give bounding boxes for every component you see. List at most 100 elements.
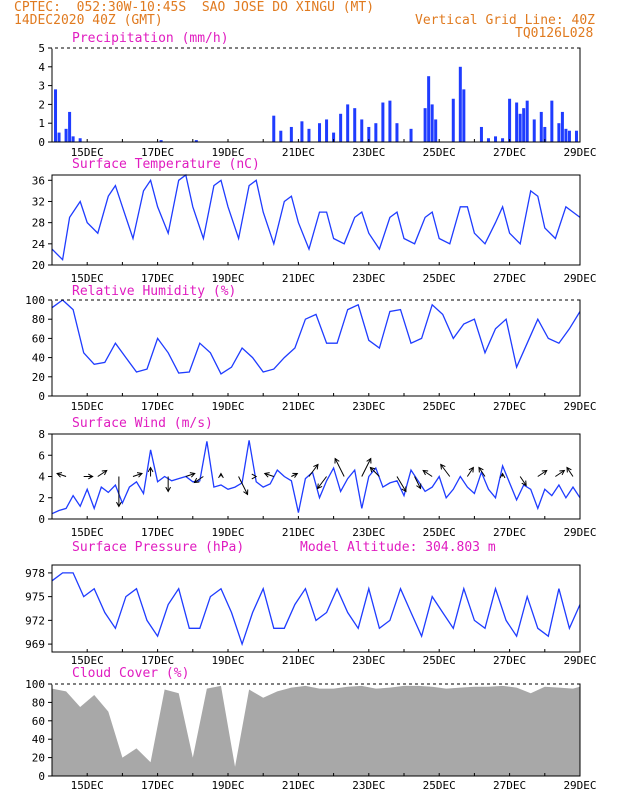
y-tick-label: 2	[38, 492, 45, 505]
plot-frame	[51, 564, 581, 653]
wind-vector	[317, 476, 327, 489]
wind-vector-head	[56, 472, 63, 478]
precip-bar	[381, 102, 385, 142]
wind-vector	[478, 467, 486, 477]
y-tick-label: 975	[25, 591, 45, 604]
wind-vector-head	[422, 469, 429, 476]
y-tick-label: 60	[32, 332, 45, 345]
precip-bar	[539, 111, 543, 142]
x-tick-label: 15DEC	[71, 272, 104, 285]
wind-vector-head	[401, 486, 407, 493]
precip-bar	[543, 126, 547, 142]
wind-vector	[264, 473, 274, 477]
x-tick-label: 29DEC	[563, 400, 596, 413]
panel-title: Cloud Cover (%)	[72, 666, 189, 681]
x-tick-label: 23DEC	[352, 272, 385, 285]
precip-bar	[430, 104, 434, 142]
panel-title: Surface Wind (m/s)	[72, 416, 213, 431]
series-line-2	[51, 299, 581, 375]
wind-vector	[194, 476, 204, 483]
wind-vector-head	[116, 501, 122, 508]
x-tick-label: 15DEC	[71, 400, 104, 413]
series-line-4	[51, 572, 581, 647]
precip-bar	[332, 132, 336, 142]
precip-bar	[518, 113, 522, 142]
wind-vector-head	[478, 466, 484, 473]
precip-bar	[479, 126, 483, 142]
plot-frame	[51, 47, 581, 143]
panel-title: Surface Temperature (nC)	[72, 157, 260, 172]
y-tick-label: 20	[32, 752, 45, 765]
precip-bar	[427, 76, 431, 142]
x-tick-label: 25DEC	[423, 400, 456, 413]
precip-bar	[525, 100, 529, 142]
cloud-cover-area	[52, 685, 580, 776]
wind-vector	[97, 470, 108, 477]
x-tick-label: 27DEC	[493, 272, 526, 285]
wind-vector-head	[313, 463, 319, 470]
x-tick-label: 21DEC	[282, 654, 315, 667]
header-location: CPTEC: 052:30W-10:45S SAO JOSE DO XINGU …	[14, 0, 375, 15]
wind-vector-head	[292, 472, 299, 478]
precip-bar	[307, 128, 311, 142]
y-tick-label: 4	[38, 61, 45, 74]
wind-vector	[308, 464, 319, 477]
x-tick-label: 17DEC	[141, 400, 174, 413]
series-line-3	[51, 440, 581, 515]
x-tick-label: 21DEC	[282, 272, 315, 285]
plot-frame	[51, 174, 581, 266]
panel-title: Relative Humidity (%)	[72, 284, 236, 299]
x-tick-label: 17DEC	[141, 272, 174, 285]
wind-vector	[466, 467, 474, 477]
y-tick-label: 40	[32, 733, 45, 746]
y-tick-label: 2	[38, 98, 45, 111]
wind-vector	[238, 476, 249, 495]
x-tick-label: 29DEC	[563, 272, 596, 285]
precip-bar	[560, 111, 564, 142]
y-tick-label: 969	[25, 638, 45, 651]
wind-vector-head	[541, 469, 548, 476]
y-tick-label: 80	[32, 313, 45, 326]
wind-vector-head	[369, 466, 376, 473]
x-tick-label: 19DEC	[211, 146, 244, 159]
panel-title: Precipitation (mm/h)	[72, 31, 229, 46]
wind-vector-head	[566, 466, 572, 473]
model-altitude-label: Model Altitude: 304.803 m	[300, 540, 496, 555]
precip-bar	[494, 136, 498, 142]
x-tick-label: 21DEC	[282, 779, 315, 792]
x-tick-label: 27DEC	[493, 146, 526, 159]
precip-bar	[395, 123, 399, 142]
precip-bar	[409, 128, 413, 142]
wind-vector-head	[468, 466, 474, 473]
wind-vector-head	[165, 486, 171, 493]
precip-bar	[564, 128, 568, 142]
precip-bar	[367, 126, 371, 142]
x-tick-label: 25DEC	[423, 654, 456, 667]
precip-bar	[574, 130, 578, 142]
x-tick-label: 25DEC	[423, 272, 456, 285]
precip-bar	[532, 119, 536, 142]
precip-bar	[339, 113, 343, 142]
wind-vector-head	[147, 466, 154, 473]
header-model: TQ0126L028	[515, 26, 594, 41]
wind-vector	[537, 470, 548, 477]
precip-bar	[486, 138, 490, 142]
wind-vector-head	[521, 480, 527, 487]
precip-bar	[434, 119, 438, 142]
precip-bar	[279, 130, 283, 142]
precip-bar	[54, 89, 58, 142]
wind-vector	[370, 467, 380, 477]
x-tick-label: 29DEC	[563, 146, 596, 159]
x-tick-label: 17DEC	[141, 146, 174, 159]
wind-vector-head	[499, 472, 506, 479]
x-tick-label: 25DEC	[423, 146, 456, 159]
y-tick-label: 3	[38, 80, 45, 93]
wind-vector	[291, 473, 298, 477]
wind-vector	[422, 470, 433, 477]
precip-bar	[462, 89, 466, 142]
precip-bar	[557, 123, 561, 142]
precip-bar	[159, 140, 163, 142]
y-tick-label: 6	[38, 449, 45, 462]
